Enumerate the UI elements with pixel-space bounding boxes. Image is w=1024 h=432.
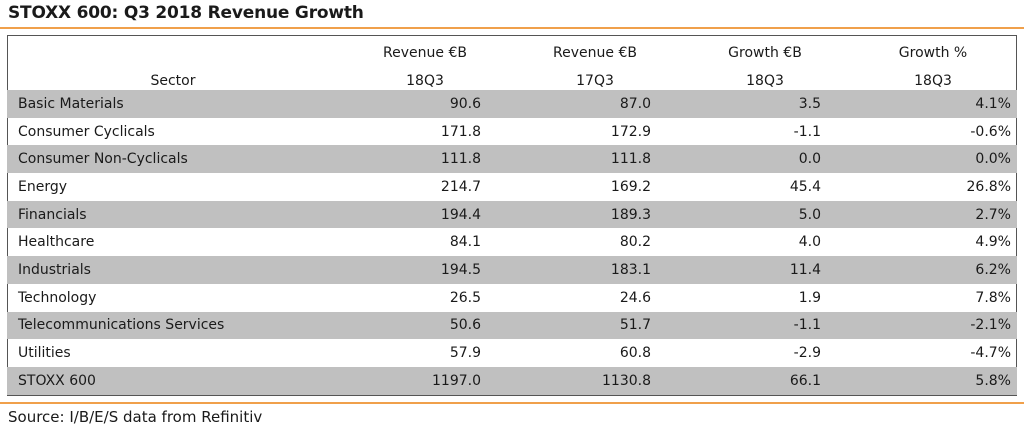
cell-revenue-18q3: 57.9 [449,345,481,362]
cell-revenue-17q3: 1130.8 [487,366,657,395]
cell-revenue-18q3: 194.4 [317,200,487,229]
cell-growth-eb: 0.0 [657,145,827,174]
revenue-table: Basic Materials 90.6 87.0 3.5 4.1% Consumer C… [7,90,1017,395]
table-body: Basic Materials 90.6 87.0 3.5 4.1% Consumer C… [7,90,1017,395]
table-row: Healthcare 84.1 80.2 4.0 4.9% [7,228,1017,256]
cell-growth-eb: -1.1 [657,311,827,340]
cell-sector: Consumer Cyclicals [18,123,155,140]
cell-revenue-17q3: 60.8 [619,345,651,362]
source-note: Source: I/B/E/S data from Refinitiv [8,408,263,426]
cell-growth-eb: 4.0 [798,234,821,251]
cell-revenue-18q3: 194.5 [317,256,487,284]
cell-growth-pct: 4.9% [975,234,1011,251]
cell-revenue-17q3: 80.2 [619,234,651,251]
cell-growth-eb: 3.5 [657,90,827,118]
cell-sector: Consumer Non-Cyclicals [7,145,317,174]
cell-revenue-18q3: 84.1 [449,234,481,251]
cell-sector: Healthcare [18,234,95,251]
header-rev18-line1: Revenue €B [383,45,467,61]
table-row: Consumer Non-Cyclicals 111.8 111.8 0.0 0.0% [7,145,1017,174]
cell-sector: Industrials [7,256,317,284]
cell-sector: Telecommunications Services [7,311,317,340]
cell-revenue-17q3: 24.6 [619,289,651,306]
cell-sector: Utilities [18,345,71,362]
cell-growth-pct: 26.8% [966,178,1011,195]
header-growth-pct-line2: 18Q3 [914,73,952,89]
cell-growth-eb: -2.9 [793,345,821,362]
cell-growth-pct: 6.2% [827,256,1017,284]
header-rev18-line2: 18Q3 [406,73,444,89]
cell-growth-eb: -1.1 [793,123,821,140]
header-growth-pct-line1: Growth % [898,45,968,61]
header-growth-eb-line1: Growth €B [728,45,802,61]
cell-revenue-18q3: 1197.0 [317,366,487,395]
cell-growth-eb: 66.1 [657,366,827,395]
cell-revenue-18q3: 214.7 [440,178,481,195]
cell-sector: STOXX 600 [7,366,317,395]
table-row: Energy 214.7 169.2 45.4 26.8% [7,173,1017,201]
cell-growth-pct: 0.0% [827,145,1017,174]
cell-sector: Financials [7,200,317,229]
cell-growth-pct: -0.6% [970,123,1011,140]
table-row: Telecommunications Services 50.6 51.7 -1.1-… [7,311,1017,340]
cell-sector: Energy [18,178,68,195]
table-title: STOXX 600: Q3 2018 Revenue Growth [8,3,364,23]
cell-revenue-18q3: 50.6 [317,311,487,340]
total-row: STOXX 600 1197.0 1130.8 66.1 5.8% [7,366,1017,395]
cell-growth-eb: 1.9 [798,289,821,306]
cell-growth-pct: -4.7% [970,345,1011,362]
cell-revenue-17q3: 169.2 [610,178,651,195]
cell-revenue-17q3: 172.9 [610,123,651,140]
cell-growth-pct: 4.1% [827,90,1017,118]
cell-revenue-17q3: 51.7 [487,311,657,340]
title-divider [0,27,1024,29]
source-divider [0,402,1024,404]
cell-revenue-17q3: 189.3 [487,200,657,229]
table-row: Basic Materials 90.6 87.0 3.5 4.1% [7,90,1017,118]
header-rev17-line2: 17Q3 [576,73,614,89]
cell-revenue-18q3: 26.5 [449,289,481,306]
table-row: Industrials 194.5 183.1 11.4 6.2% [7,256,1017,284]
cell-revenue-18q3: 90.6 [317,90,487,118]
cell-revenue-17q3: 183.1 [487,256,657,284]
cell-growth-eb: 11.4 [657,256,827,284]
table-row: Utilities 57.9 60.8 -2.9 -4.7% [7,339,1017,367]
cell-revenue-17q3: 111.8 [487,145,657,174]
header-growth-eb-line2: 18Q3 [746,73,784,89]
table-row: Financials 194.4 189.3 5.0 2.7% [7,200,1017,229]
cell-sector: Technology [18,289,97,306]
cell-growth-eb: 45.4 [789,178,821,195]
header-sector: Sector [150,73,196,89]
cell-growth-pct: 7.8% [975,289,1011,306]
cell-sector: Basic Materials [7,90,317,118]
table-row: Technology 26.5 24.6 1.9 7.8% [7,284,1017,312]
cell-growth-eb: 5.0 [657,200,827,229]
cell-growth-pct: 2.7% [827,200,1017,229]
cell-revenue-18q3: 171.8 [440,123,481,140]
cell-revenue-17q3: 87.0 [487,90,657,118]
header-rev17-line1: Revenue €B [553,45,637,61]
cell-growth-pct: -2.1% [827,311,1017,340]
cell-revenue-18q3: 111.8 [317,145,487,174]
table-row: Consumer Cyclicals 171.8 172.9 -1.1 -0.6% [7,118,1017,146]
cell-growth-pct: 5.8% [827,366,1017,395]
